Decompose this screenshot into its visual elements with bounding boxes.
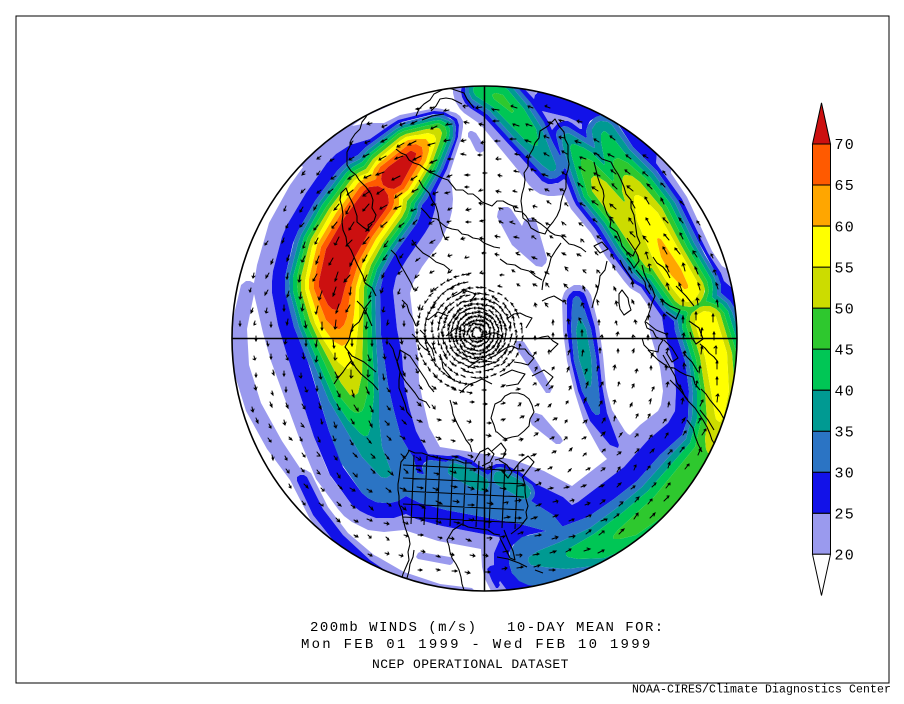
svg-text:40: 40 [835, 383, 855, 400]
svg-text:Mon FEB 01 1999 - Wed FEB 10 1: Mon FEB 01 1999 - Wed FEB 10 1999 [301, 637, 653, 653]
svg-text:NCEP OPERATIONAL DATASET: NCEP OPERATIONAL DATASET [372, 657, 569, 672]
svg-text:20: 20 [835, 548, 855, 565]
svg-text:70: 70 [835, 137, 855, 154]
svg-text:25: 25 [835, 507, 855, 524]
svg-text:50: 50 [835, 301, 855, 318]
svg-text:35: 35 [835, 424, 855, 441]
svg-text:NOAA-CIRES/Climate Diagnostics: NOAA-CIRES/Climate Diagnostics Center [632, 684, 891, 697]
svg-text:60: 60 [835, 219, 855, 236]
svg-text:55: 55 [835, 260, 855, 277]
svg-text:200mb WINDS (m/s) 10-DAY MEA: 200mb WINDS (m/s) 10-DAY MEAN FOR: [310, 620, 665, 636]
svg-text:45: 45 [835, 342, 855, 359]
svg-text:65: 65 [835, 178, 855, 195]
svg-text:30: 30 [835, 465, 855, 482]
